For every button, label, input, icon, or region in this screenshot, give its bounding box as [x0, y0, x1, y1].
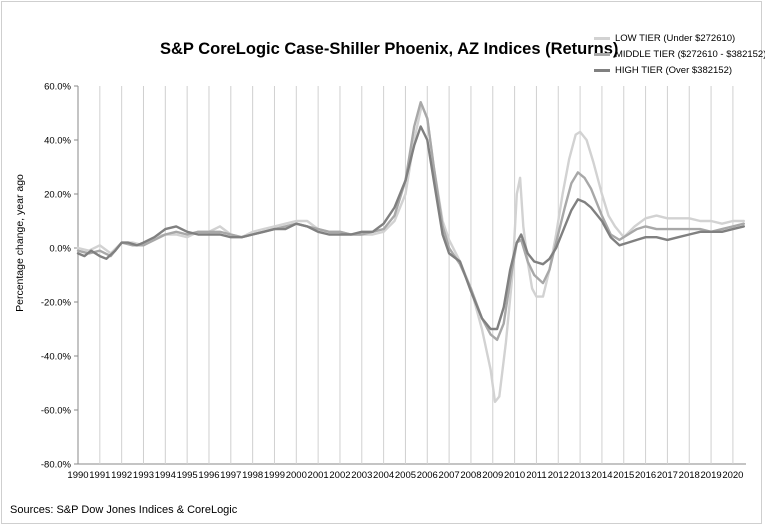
x-tick-label: 1991 [89, 470, 110, 481]
x-tick-label: 2014 [591, 470, 612, 481]
y-tick-label: -20.0% [41, 298, 72, 309]
x-tick-label: 2012 [548, 470, 569, 481]
x-tick-label: 2004 [373, 470, 394, 481]
series-line-middle-tier [76, 101, 745, 341]
legend-item-high-tier: HIGH TIER (Over $382152) [594, 62, 765, 78]
x-tick-label: 2006 [417, 470, 438, 481]
x-tick-label: 2003 [351, 470, 372, 481]
y-tick-label: 40.0% [44, 136, 71, 147]
series-line-high-tier [76, 125, 745, 331]
x-tick-label: 2007 [439, 470, 460, 481]
legend-swatch-low-tier [594, 36, 610, 40]
x-tick-label: 2009 [482, 470, 503, 481]
legend-label-low-tier: LOW TIER (Under $272610) [615, 32, 736, 44]
x-tick-label: 2000 [286, 470, 307, 481]
y-tick-label: -40.0% [41, 352, 72, 363]
x-tick-label: 1997 [220, 470, 241, 481]
x-tick-label: 2001 [308, 470, 329, 481]
x-tick-label: 2008 [460, 470, 481, 481]
y-tick-label: -80.0% [41, 460, 72, 471]
x-tick-label: 2020 [722, 470, 743, 481]
y-tick-label: 20.0% [44, 190, 71, 201]
x-tick-label: 1992 [111, 470, 132, 481]
grid-lines [77, 86, 746, 465]
legend-swatch-high-tier [594, 68, 610, 72]
x-tick-label: 2010 [504, 470, 525, 481]
legend-item-low-tier: LOW TIER (Under $272610) [594, 30, 765, 46]
x-tick-label: 1994 [155, 470, 176, 481]
x-axis-ticks: 1990 1991 1992 1993 1994 1995 1996 1997 1998 1999… [67, 470, 743, 481]
legend-swatch-middle-tier [594, 52, 610, 56]
legend-item-middle-tier: MIDDLE TIER ($272610 - $382152) [594, 46, 765, 62]
y-axis-ticks: 60.0% 40.0% 20.0% 0.0% -20.0% -40.0% -60.0% -80… [41, 82, 78, 471]
x-tick-label: 2002 [329, 470, 350, 481]
x-tick-label: 2005 [395, 470, 416, 481]
x-tick-label: 1999 [264, 470, 285, 481]
y-tick-label: -60.0% [41, 406, 72, 417]
legend-label-high-tier: HIGH TIER (Over $382152) [615, 64, 733, 76]
y-axis-label: Percentage change, year ago [14, 174, 26, 312]
y-tick-label: 60.0% [44, 82, 71, 93]
x-tick-label: 1995 [177, 470, 198, 481]
x-tick-label: 1996 [198, 470, 219, 481]
x-tick-label: 2019 [701, 470, 722, 481]
x-tick-label: 2013 [570, 470, 591, 481]
chart-title: S&P CoreLogic Case-Shiller Phoenix, AZ I… [160, 40, 619, 58]
legend-label-middle-tier: MIDDLE TIER ($272610 - $382152) [615, 48, 765, 60]
y-tick-label: 0.0% [49, 244, 71, 255]
source-note: Sources: S&P Dow Jones Indices & CoreLog… [10, 504, 238, 516]
x-tick-label: 1998 [242, 470, 263, 481]
x-tick-label: 1990 [67, 470, 88, 481]
x-tick-label: 2015 [613, 470, 634, 481]
x-tick-label: 2016 [635, 470, 656, 481]
series-lines [76, 101, 745, 404]
legend: LOW TIER (Under $272610) MIDDLE TIER ($2… [594, 30, 765, 78]
x-tick-label: 1993 [133, 470, 154, 481]
x-tick-label: 2017 [657, 470, 678, 481]
x-tick-label: 2018 [679, 470, 700, 481]
x-tick-label: 2011 [526, 470, 546, 481]
